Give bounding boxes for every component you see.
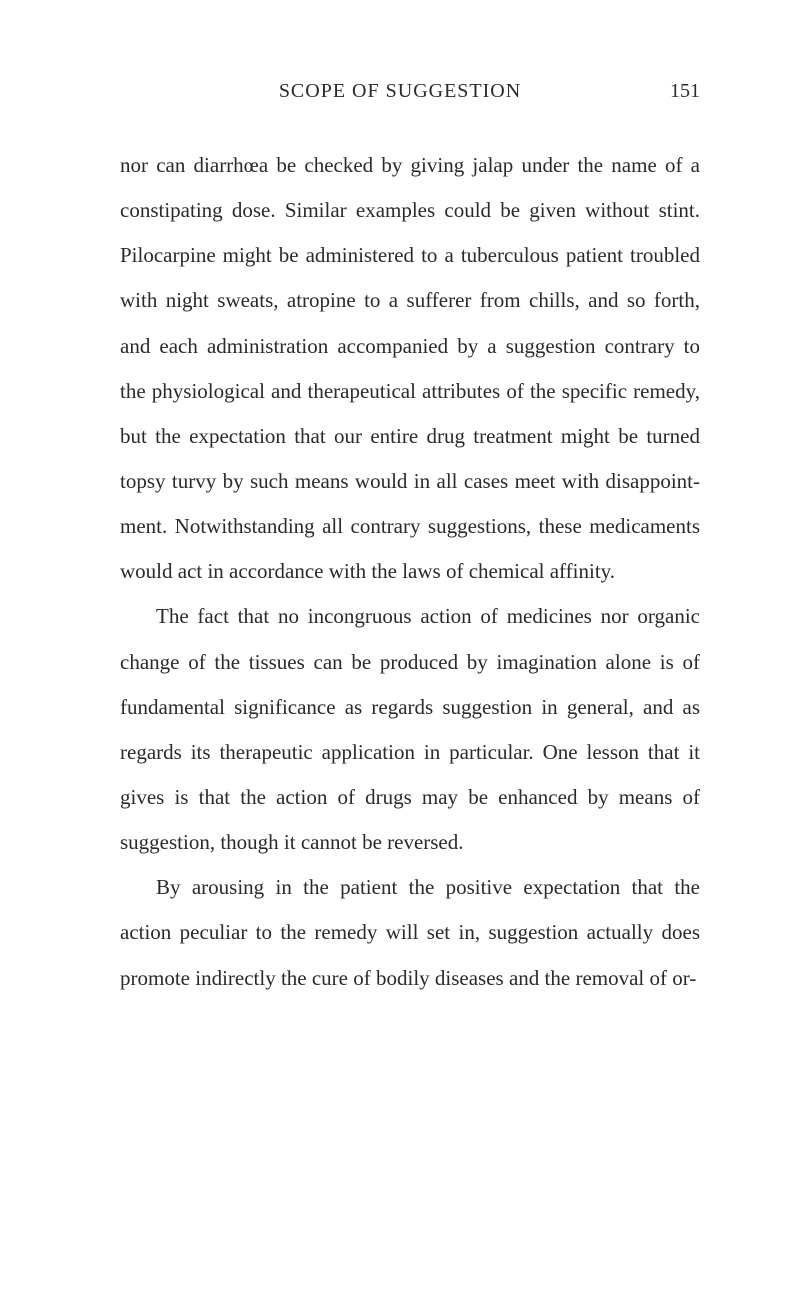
page-number: 151: [670, 80, 700, 103]
header-title: SCOPE OF SUGGESTION: [150, 80, 650, 103]
body-text: nor can diarrhœa be checked by giving ja…: [120, 143, 700, 1001]
page-header: SCOPE OF SUGGESTION 151: [120, 80, 700, 103]
paragraph-1: nor can diarrhœa be checked by giving ja…: [120, 143, 700, 594]
paragraph-2: The fact that no incongruous action of m…: [120, 594, 700, 865]
page-container: SCOPE OF SUGGESTION 151 nor can diarrhœa…: [0, 0, 800, 1061]
paragraph-3: By arousing in the patient the positive …: [120, 865, 700, 1000]
